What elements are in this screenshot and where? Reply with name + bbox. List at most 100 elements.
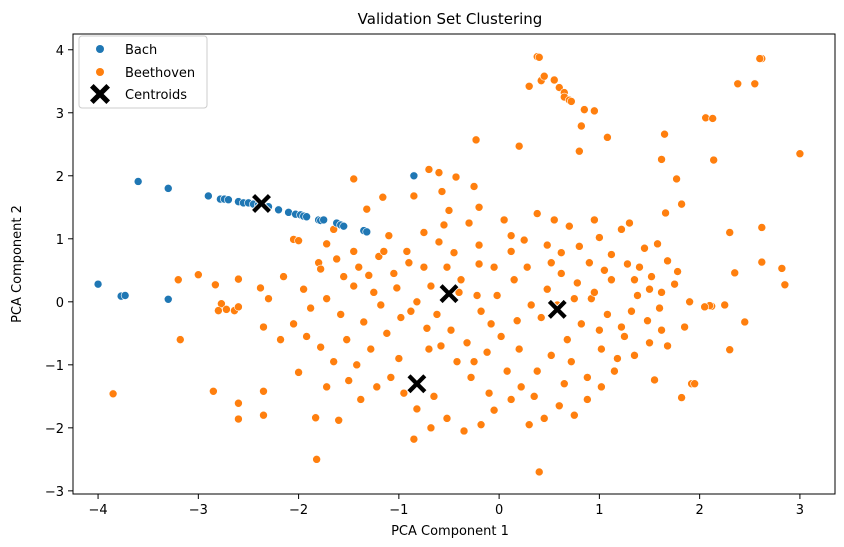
- beethoven-point: [356, 395, 366, 404]
- beethoven-point: [342, 335, 352, 344]
- beethoven-point: [565, 221, 574, 231]
- bach-point: [133, 177, 143, 186]
- beethoven-point: [476, 420, 486, 429]
- beethoven-point: [311, 413, 320, 423]
- y-tick-label: 3: [56, 107, 64, 122]
- beethoven-point: [289, 319, 298, 329]
- beethoven-point: [610, 366, 619, 376]
- beethoven-point: [482, 347, 492, 357]
- bach-point: [120, 291, 130, 300]
- beethoven-point: [392, 283, 402, 293]
- beethoven-point: [663, 341, 672, 351]
- beethoven-point: [484, 388, 494, 398]
- beethoven-point: [542, 240, 552, 250]
- beethoven-point: [466, 373, 476, 382]
- beethoven-point: [777, 264, 787, 273]
- beethoven-point: [294, 368, 303, 377]
- beethoven-point: [437, 187, 447, 196]
- x-tick-label: 1: [595, 503, 603, 518]
- beethoven-point: [349, 281, 359, 291]
- beethoven-point: [332, 254, 341, 264]
- beethoven-point: [496, 332, 506, 341]
- beethoven-point: [376, 300, 386, 310]
- bach-point: [339, 221, 349, 231]
- beethoven-point: [384, 231, 394, 240]
- beethoven-point: [451, 172, 461, 182]
- beethoven-point: [549, 215, 559, 225]
- beethoven-point: [580, 105, 589, 114]
- beethoven-point: [334, 415, 343, 425]
- beethoven-point: [613, 354, 622, 363]
- x-axis-label: PCA Component 1: [391, 524, 509, 539]
- beethoven-point: [583, 373, 592, 382]
- beethoven-point: [502, 366, 512, 376]
- beethoven-point: [672, 174, 681, 184]
- beethoven-point: [647, 272, 656, 281]
- beethoven-point: [279, 272, 288, 281]
- beethoven-point: [542, 284, 552, 294]
- beethoven-point: [757, 257, 767, 267]
- beethoven-point: [434, 168, 444, 177]
- beethoven-point: [499, 215, 509, 225]
- legend-marker-bach: [96, 45, 104, 53]
- beethoven-point: [234, 398, 243, 408]
- beethoven-point: [489, 405, 499, 415]
- beethoven-point: [532, 366, 542, 376]
- beethoven-point: [585, 258, 594, 268]
- bach-point: [362, 227, 372, 237]
- beethoven-point: [306, 303, 315, 313]
- y-tick-label: 4: [56, 44, 64, 59]
- beethoven-point: [595, 325, 604, 335]
- beethoven-point: [620, 332, 629, 341]
- bach-point: [284, 208, 293, 217]
- beethoven-point: [506, 231, 516, 240]
- beethoven-point: [546, 351, 556, 360]
- beethoven-point: [653, 239, 662, 249]
- beethoven-point: [429, 392, 439, 401]
- beethoven-point: [633, 291, 642, 300]
- beethoven-point: [444, 206, 454, 215]
- beethoven-point: [422, 323, 432, 333]
- beethoven-point: [590, 106, 599, 116]
- beethoven-point: [708, 114, 717, 123]
- beethoven-point: [643, 316, 652, 326]
- bach-point: [163, 294, 173, 304]
- beethoven-point: [316, 264, 325, 274]
- beethoven-point: [442, 262, 452, 272]
- beethoven-point: [419, 262, 429, 272]
- beethoven-point: [369, 288, 379, 297]
- beethoven-point: [546, 258, 556, 268]
- centroid-marker: [546, 298, 568, 320]
- x-tick-label: 3: [796, 503, 804, 518]
- beethoven-point: [570, 294, 579, 303]
- beethoven-point: [795, 149, 805, 159]
- beethoven-point: [412, 404, 422, 414]
- beethoven-point: [757, 223, 767, 232]
- beethoven-point: [670, 279, 679, 289]
- beethoven-point: [663, 256, 672, 266]
- beethoven-point: [603, 133, 612, 142]
- beethoven-point: [209, 386, 218, 396]
- x-tick-label: 2: [696, 503, 704, 518]
- beethoven-point: [539, 414, 549, 423]
- beethoven-point: [211, 280, 220, 290]
- beethoven-point: [755, 54, 765, 63]
- beethoven-point: [657, 325, 666, 335]
- beethoven-point: [372, 382, 382, 392]
- beethoven-point: [630, 275, 639, 285]
- beethoven-point: [590, 215, 599, 225]
- beethoven-point: [409, 191, 419, 201]
- beethoven-point: [577, 319, 586, 329]
- bach-point: [224, 195, 233, 205]
- beethoven-point: [364, 271, 374, 280]
- beethoven-point: [522, 262, 532, 272]
- beethoven-point: [214, 306, 223, 315]
- beethoven-point: [725, 345, 735, 354]
- beethoven-point: [329, 357, 338, 366]
- beethoven-point: [680, 322, 689, 332]
- beethoven-point: [617, 322, 626, 332]
- beethoven-point: [559, 379, 569, 389]
- beethoven-point: [725, 228, 735, 237]
- beethoven-point: [640, 243, 649, 253]
- bach-point: [302, 212, 311, 222]
